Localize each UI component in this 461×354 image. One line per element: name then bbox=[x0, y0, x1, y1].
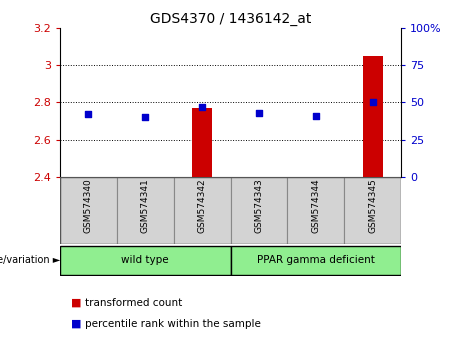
Point bbox=[369, 99, 376, 105]
Text: percentile rank within the sample: percentile rank within the sample bbox=[85, 319, 261, 329]
Bar bbox=[363, 56, 383, 177]
Point bbox=[142, 114, 149, 120]
Text: GSM574341: GSM574341 bbox=[141, 179, 150, 233]
Bar bbox=[192, 108, 212, 177]
Text: GSM574345: GSM574345 bbox=[368, 179, 377, 233]
Bar bbox=[174, 177, 230, 244]
Bar bbox=[60, 177, 117, 244]
Point bbox=[255, 110, 263, 116]
Text: ■: ■ bbox=[71, 298, 82, 308]
Text: GSM574340: GSM574340 bbox=[84, 179, 93, 233]
Text: ■: ■ bbox=[71, 319, 82, 329]
Point bbox=[198, 104, 206, 110]
Bar bbox=[230, 246, 401, 275]
Text: GSM574344: GSM574344 bbox=[311, 179, 320, 233]
Bar bbox=[344, 177, 401, 244]
Text: GSM574343: GSM574343 bbox=[254, 179, 263, 233]
Text: transformed count: transformed count bbox=[85, 298, 183, 308]
Text: genotype/variation ►: genotype/variation ► bbox=[0, 255, 60, 265]
Point bbox=[85, 112, 92, 117]
Bar bbox=[60, 246, 230, 275]
Bar bbox=[230, 177, 287, 244]
Bar bbox=[287, 177, 344, 244]
Text: wild type: wild type bbox=[121, 255, 169, 265]
Title: GDS4370 / 1436142_at: GDS4370 / 1436142_at bbox=[150, 12, 311, 26]
Text: GSM574342: GSM574342 bbox=[198, 179, 207, 233]
Bar bbox=[117, 177, 174, 244]
Text: PPAR gamma deficient: PPAR gamma deficient bbox=[257, 255, 375, 265]
Point bbox=[312, 113, 319, 119]
